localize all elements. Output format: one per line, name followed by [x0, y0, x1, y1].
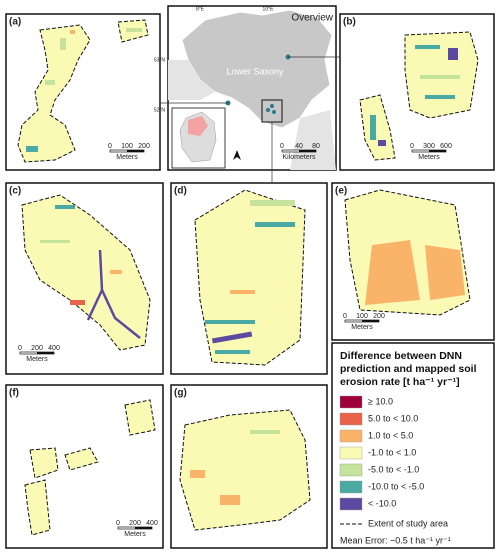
scale-unit: Meters — [116, 154, 138, 161]
scale-label: 300 — [423, 143, 435, 150]
scale-label: 200 — [138, 143, 150, 150]
mean-error: Mean Error: −0.5 t ha⁻¹ yr⁻¹ — [340, 535, 451, 545]
legend-label: -10.0 to < -5.0 — [368, 481, 424, 491]
scale-label: 400 — [48, 345, 60, 352]
scale-label: 0 — [18, 345, 22, 352]
study-area — [194, 189, 306, 366]
region-label: Lower Saxony — [226, 66, 284, 76]
scale-unit: Meters — [26, 356, 48, 363]
panel-label: (f) — [9, 388, 19, 399]
scale-unit: Meters — [418, 154, 440, 161]
extent-label: Extent of study area — [368, 518, 448, 528]
scale-label: 40 — [295, 143, 303, 150]
scale-label: 100 — [121, 143, 133, 150]
scale-bar — [127, 150, 144, 152]
lat-label: 53°N — [154, 57, 166, 63]
scale-label: 200 — [31, 345, 43, 352]
study-area — [124, 399, 156, 436]
scale-bar — [37, 352, 54, 354]
legend-label: < -10.0 — [368, 498, 396, 508]
study-area — [179, 409, 311, 531]
panel-label: (e) — [335, 186, 347, 197]
study-area — [29, 447, 59, 479]
scale-unit: Meters — [351, 324, 373, 331]
legend-label: -1.0 to < 1.0 — [368, 447, 416, 457]
legend-swatch — [339, 429, 363, 443]
scale-label: 100 — [356, 313, 368, 320]
panel-label: (d) — [174, 186, 187, 197]
overview-title: Overview — [291, 13, 333, 24]
study-area — [17, 24, 91, 163]
study-area — [64, 447, 99, 471]
lat-label: 52°N — [154, 107, 166, 113]
legend-label: -5.0 to < -1.0 — [368, 464, 419, 474]
scale-unit: Kilometers — [282, 154, 316, 161]
legend-label: 1.0 to < 5.0 — [368, 430, 413, 440]
legend-label: ≥ 10.0 — [368, 396, 393, 406]
scale-unit: Meters — [124, 531, 146, 538]
overview-map — [160, 9, 340, 183]
legend-swatch — [339, 412, 363, 426]
panel-label: (c) — [9, 186, 21, 197]
scale-bar — [299, 150, 316, 152]
scale-label: 200 — [373, 313, 385, 320]
scale-label: 400 — [146, 520, 158, 527]
study-area — [359, 94, 396, 161]
scale-label: 80 — [312, 143, 320, 150]
scale-label: 0 — [280, 143, 284, 150]
legend-swatch — [339, 463, 363, 477]
panel-label: (a) — [9, 17, 21, 28]
study-area — [24, 479, 51, 536]
legend-frame — [331, 342, 495, 549]
legend-title: Difference between DNN prediction and ma… — [340, 350, 477, 388]
scale-label: 0 — [343, 313, 347, 320]
scale-label: 0 — [410, 143, 414, 150]
legend-swatch — [339, 497, 363, 511]
legend-swatch — [339, 480, 363, 494]
scale-label: 600 — [440, 143, 452, 150]
scale-label: 0 — [116, 520, 120, 527]
legend-label: 5.0 to < 10.0 — [368, 413, 418, 423]
panel-label: (b) — [343, 17, 356, 28]
lon-label: 8°E — [196, 6, 205, 12]
legend-swatch — [339, 395, 363, 409]
scale-label: 200 — [129, 520, 141, 527]
legend-swatch — [339, 446, 363, 460]
lon-label: 10°E — [263, 6, 275, 12]
scale-bar — [362, 320, 379, 322]
scale-bar — [135, 527, 152, 529]
panel-label: (g) — [174, 388, 187, 399]
scale-bar — [429, 150, 446, 152]
study-area — [21, 194, 151, 351]
scale-label: 0 — [108, 143, 112, 150]
